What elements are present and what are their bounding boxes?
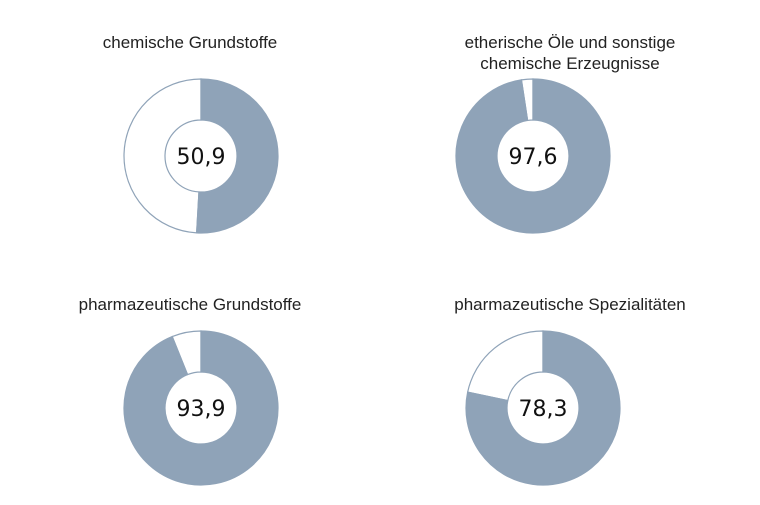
center-value-label: 78,3	[519, 397, 568, 422]
chart-panel: pharmazeutische Spezialitäten	[380, 252, 760, 504]
chart-title: pharmazeutische Grundstoffe	[78, 295, 302, 314]
donut-chart: 50,9	[123, 78, 279, 234]
chart-panel: chemische Grundstoffe	[0, 0, 380, 252]
center-value-label: 97,6	[509, 145, 558, 170]
chart-title: pharmazeutische Spezialitäten	[454, 295, 686, 314]
chart-title: chemische Grundstoffe	[102, 33, 278, 52]
pie-slice-remainder	[123, 78, 202, 234]
donut-chart: 97,6	[455, 78, 611, 234]
donut-chart: 93,9	[123, 330, 279, 486]
donut-chart: 78,3	[465, 330, 621, 486]
pie-slice-value	[196, 78, 279, 234]
pie-slice-value	[465, 330, 621, 486]
center-value-label: 93,9	[177, 397, 226, 422]
chart-title: etherische Öle und sonstige chemische Er…	[464, 33, 676, 73]
center-value-label: 50,9	[177, 145, 226, 170]
pie-slice-value	[455, 78, 611, 234]
chart-panel: etherische Öle und sonstige chemische Er…	[380, 0, 760, 252]
chart-panel: pharmazeutische Grundstoffe	[0, 252, 380, 504]
pie-slice-value	[123, 330, 279, 486]
pie-slice-remainder	[466, 330, 544, 402]
